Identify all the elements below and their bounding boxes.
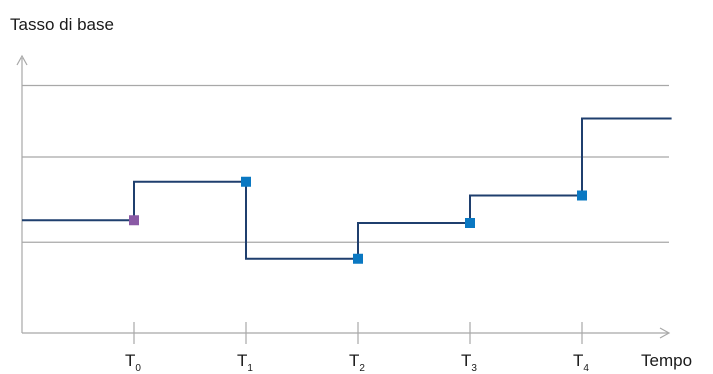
x-tick-label-1: T1 xyxy=(237,351,253,374)
x-tick-label-2: T2 xyxy=(349,351,365,374)
point-marker-1 xyxy=(241,176,251,187)
x-tick-label-0: T0 xyxy=(125,351,141,374)
point-marker-0 xyxy=(129,215,139,226)
x-tick-label-4: T4 xyxy=(573,351,589,374)
axes xyxy=(16,54,671,339)
gridlines xyxy=(22,84,669,243)
y-axis-arrow xyxy=(16,54,28,66)
x-axis-arrow xyxy=(659,327,671,339)
point-marker-4 xyxy=(577,190,587,201)
x-ticks: T0 T1 T2 T3 T4 xyxy=(125,322,589,374)
point-marker-3 xyxy=(465,218,475,228)
x-axis-title: Tempo xyxy=(641,351,692,370)
y-axis-title: Tasso di base xyxy=(10,15,114,34)
series-line-0 xyxy=(22,117,672,260)
markers-layer xyxy=(129,176,587,264)
x-tick-label-3: T3 xyxy=(461,351,477,374)
point-marker-2 xyxy=(353,253,363,264)
series-layer xyxy=(22,117,672,260)
